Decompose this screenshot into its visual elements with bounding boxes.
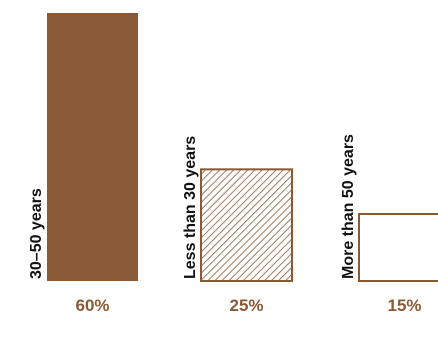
category-label-less-than-30-years: Less than 30 years (182, 136, 199, 279)
bar-more-than-50-years (358, 213, 438, 282)
value-label-more-than-50-years: 15% (387, 296, 421, 315)
bar-30-50-years (47, 13, 138, 281)
bar-less-than-30-years (200, 168, 293, 282)
value-label-30-50-years: 60% (75, 296, 109, 315)
value-labels-group: 60% 25% 15% (75, 296, 421, 315)
category-label-more-than-50-years: More than 50 years (340, 134, 357, 279)
bars-group (47, 13, 438, 282)
category-labels-group: 30–50 years Less than 30 years More than 5… (28, 134, 357, 279)
value-label-less-than-30-years: 25% (229, 296, 263, 315)
category-label-30-50-years: 30–50 years (28, 188, 45, 279)
